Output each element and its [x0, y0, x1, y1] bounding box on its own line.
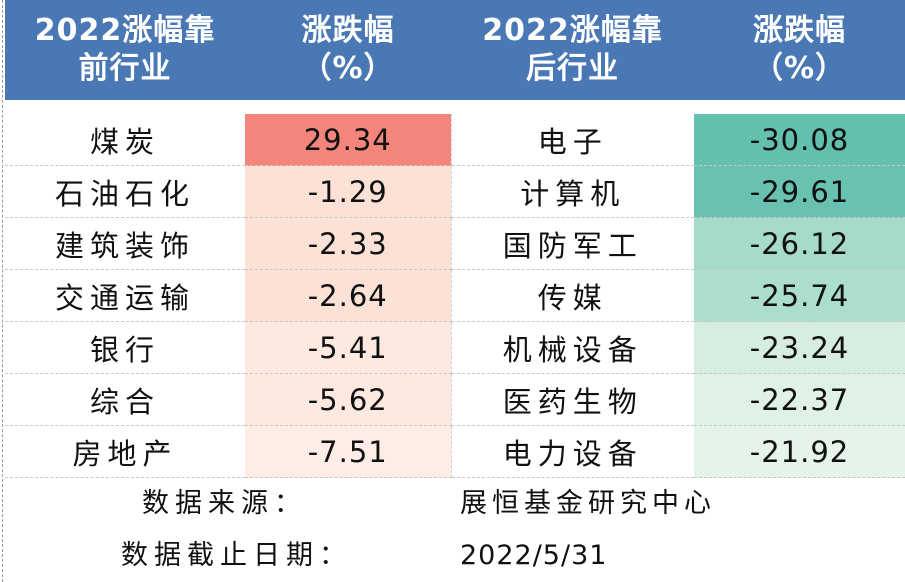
header-bottom-industry: 2022涨幅靠 后行业 [451, 0, 694, 100]
top-industry-name: 煤炭 [5, 114, 245, 166]
top-industry-name: 综合 [5, 373, 245, 426]
top-industry-value: -2.33 [245, 217, 452, 270]
bottom-industry-value: -22.37 [694, 373, 905, 426]
table-row: 综合 -5.62 医药生物 -22.37 [5, 373, 905, 426]
top-industry-value: -1.29 [245, 165, 452, 218]
top-industry-name: 银行 [5, 321, 245, 374]
bottom-industry-value: -26.12 [694, 217, 905, 270]
top-industry-name: 交通运输 [5, 269, 245, 322]
data-cutoff-label: 数据截止日期： [121, 540, 352, 571]
table-header-row: 2022涨幅靠 前行业 涨跌幅 （%） 2022涨幅靠 后行业 涨跌幅 （%） [5, 0, 905, 100]
bottom-industry-name: 机械设备 [451, 321, 694, 374]
top-industry-value: -7.51 [245, 425, 452, 478]
data-cutoff-row: 数据截止日期： 2022/5/31 [5, 530, 905, 582]
bottom-industry-value: -30.08 [694, 114, 905, 166]
bottom-industry-value: -23.24 [694, 321, 905, 374]
data-source-value: 展恒基金研究中心 [460, 488, 716, 519]
header-bottom-change: 涨跌幅 （%） [694, 0, 905, 100]
table-row: 房地产 -7.51 电力设备 -21.92 [5, 425, 905, 478]
table-row: 银行 -5.41 机械设备 -23.24 [5, 321, 905, 374]
bottom-industry-value: -21.92 [694, 425, 905, 478]
industry-return-table: 2022涨幅靠 前行业 涨跌幅 （%） 2022涨幅靠 后行业 涨跌幅 （%） [5, 0, 905, 478]
table-row: 交通运输 -2.64 传媒 -25.74 [5, 269, 905, 322]
bottom-industry-name: 电力设备 [451, 425, 694, 478]
top-industry-value: -2.64 [245, 269, 452, 322]
table-row: 石油石化 -1.29 计算机 -29.61 [5, 165, 905, 218]
bottom-industry-name: 医药生物 [451, 373, 694, 426]
left-dashed-border [2, 0, 3, 582]
header-top-industry: 2022涨幅靠 前行业 [5, 0, 245, 100]
top-industry-name: 石油石化 [5, 165, 245, 218]
top-industry-value: 29.34 [245, 114, 452, 166]
table-row: 煤炭 29.34 电子 -30.08 [5, 114, 905, 166]
bottom-industry-name: 计算机 [451, 165, 694, 218]
bottom-industry-value: -29.61 [694, 165, 905, 218]
table-footer: 数据来源： 展恒基金研究中心 数据截止日期： 2022/5/31 [5, 478, 905, 582]
header-top-change: 涨跌幅 （%） [245, 0, 451, 100]
bottom-industry-value: -25.74 [694, 269, 905, 322]
bottom-industry-name: 国防军工 [451, 217, 694, 270]
top-industry-name: 建筑装饰 [5, 217, 245, 270]
top-industry-name: 房地产 [5, 425, 245, 478]
data-source-row: 数据来源： 展恒基金研究中心 [5, 478, 905, 530]
top-industry-value: -5.41 [245, 321, 452, 374]
bottom-industry-name: 传媒 [451, 269, 694, 322]
bottom-industry-name: 电子 [451, 114, 694, 166]
table-row: 建筑装饰 -2.33 国防军工 -26.12 [5, 217, 905, 270]
header-gap [5, 100, 905, 114]
data-source-label: 数据来源： [142, 488, 307, 519]
data-cutoff-value: 2022/5/31 [460, 540, 608, 571]
top-industry-value: -5.62 [245, 373, 452, 426]
